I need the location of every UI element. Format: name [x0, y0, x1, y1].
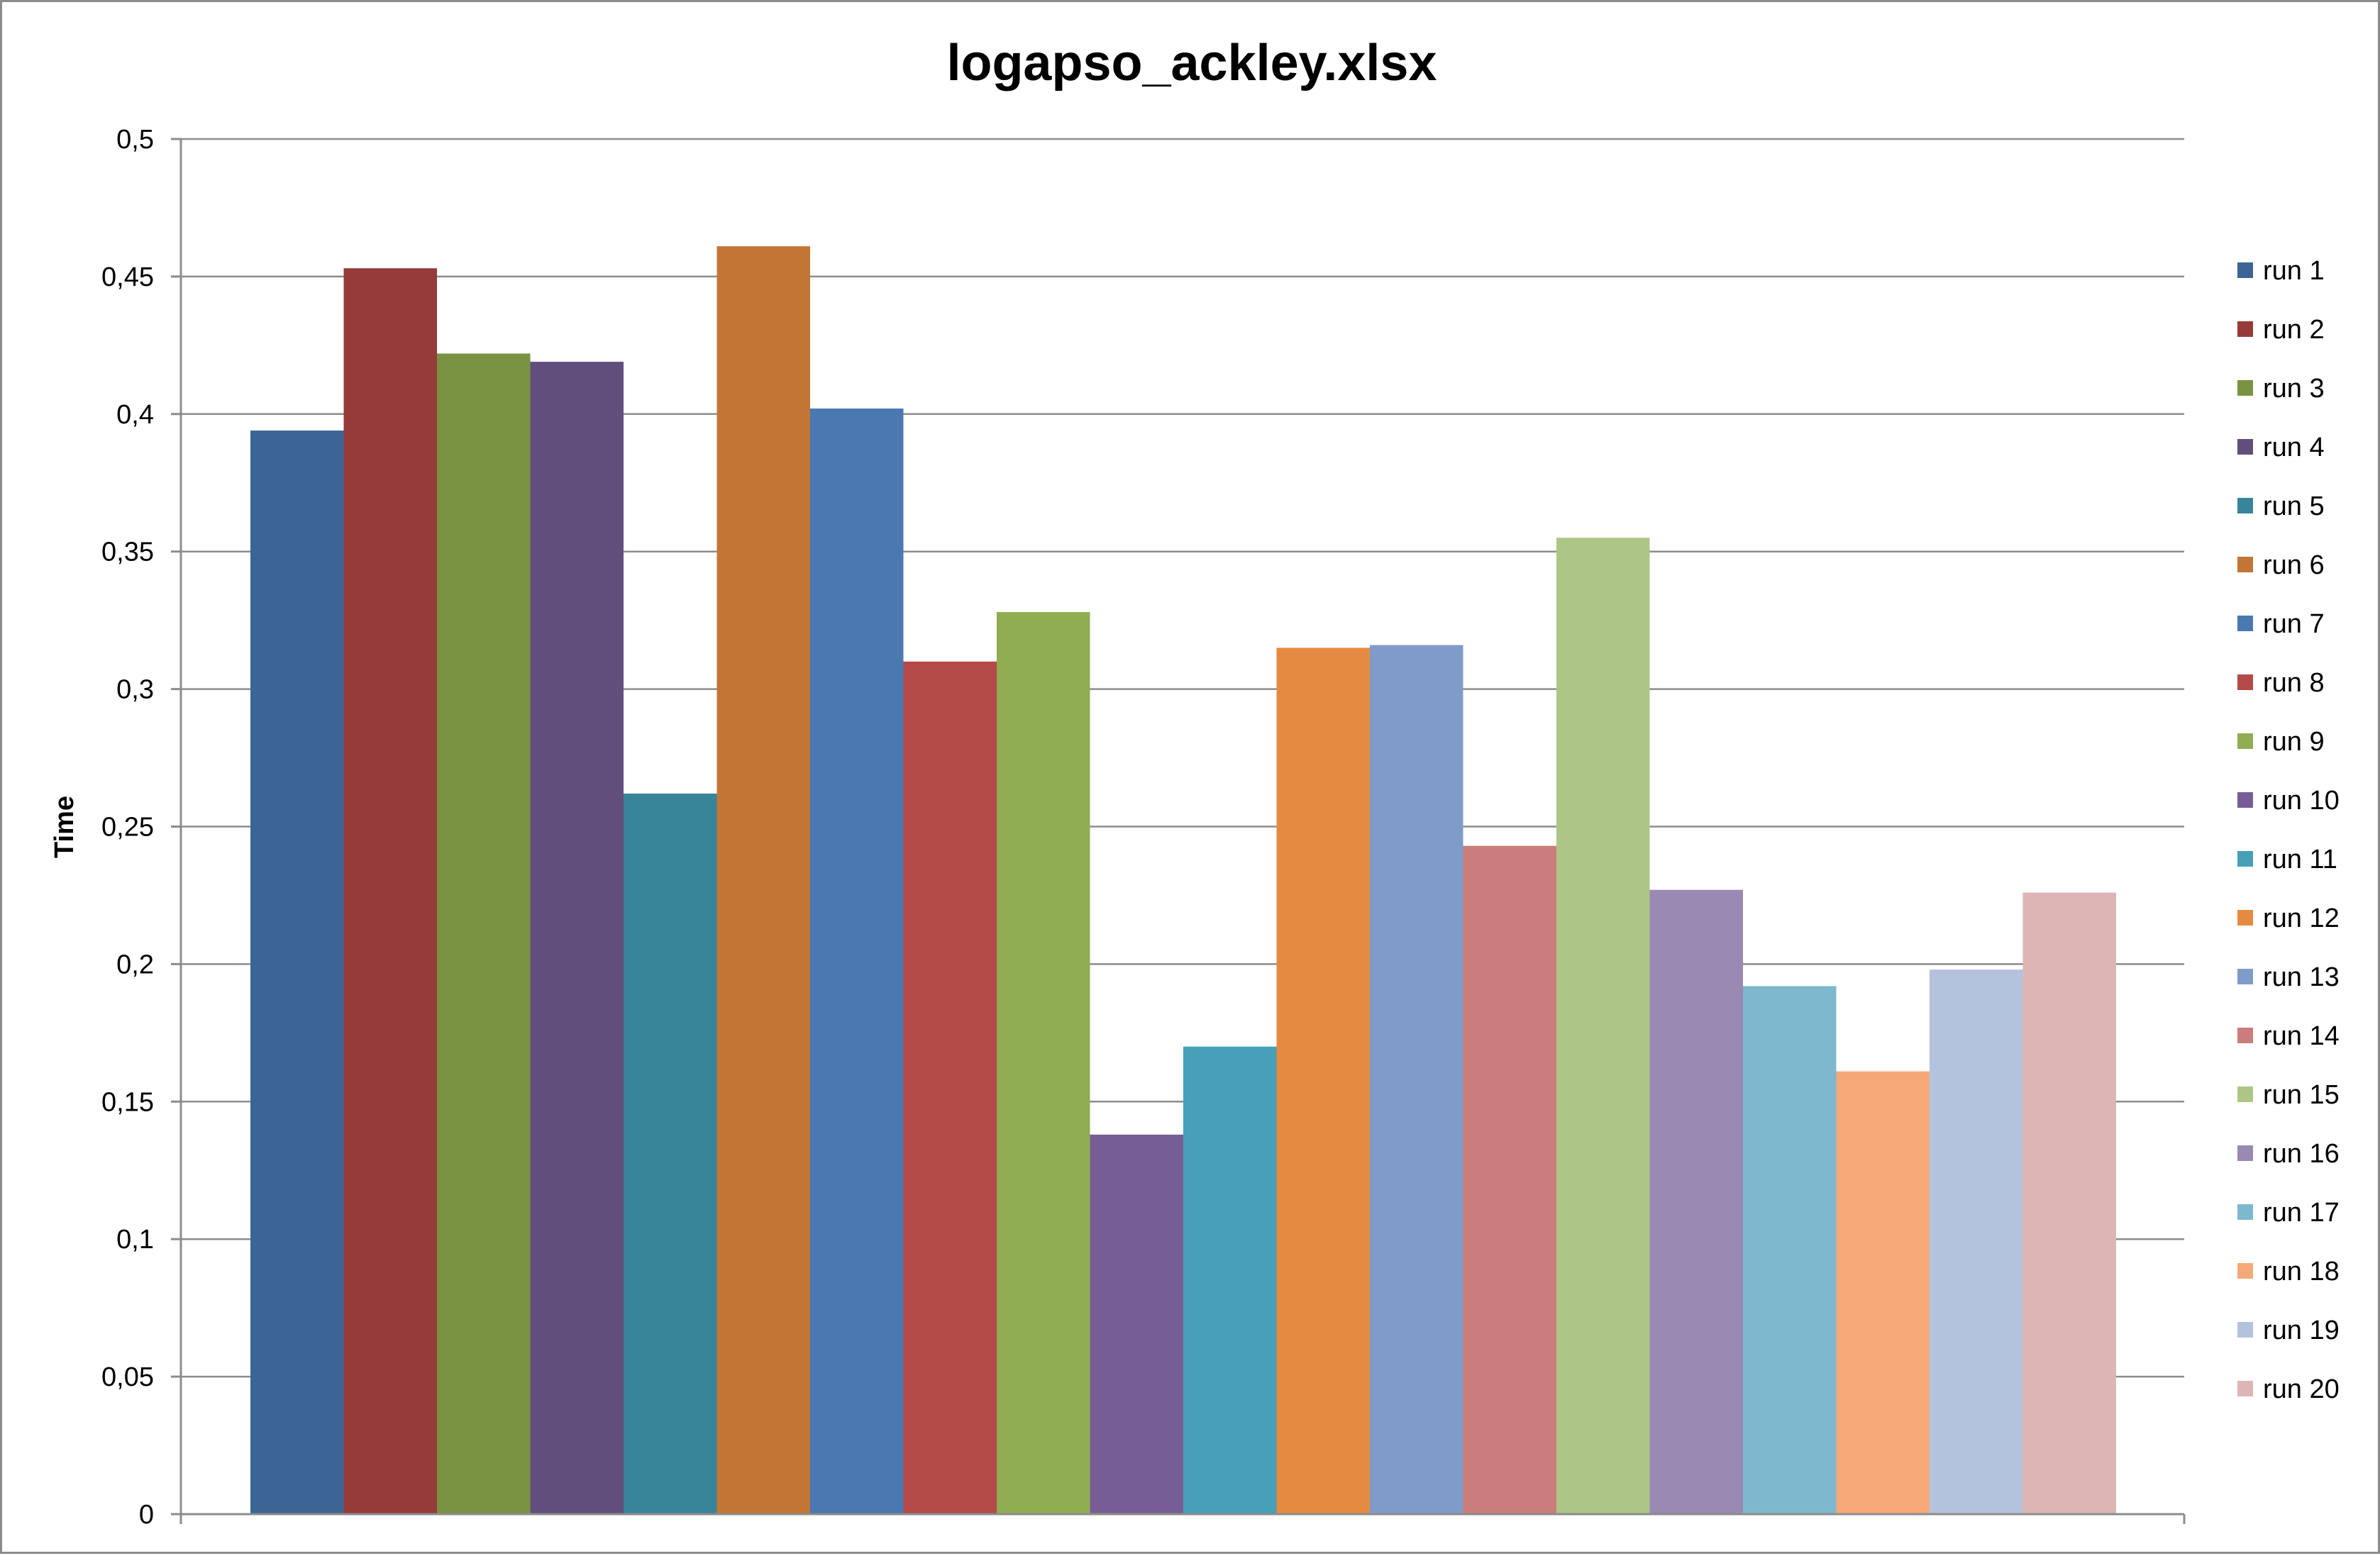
legend-label: run 14: [2263, 1021, 2340, 1051]
legend-label: run 7: [2263, 609, 2325, 639]
legend-swatch: [2237, 851, 2253, 867]
legend-swatch: [2237, 910, 2253, 926]
legend-label: run 4: [2263, 433, 2325, 462]
legend-swatch: [2237, 1145, 2253, 1161]
bar-run-18: [1836, 1071, 1930, 1514]
legend-item-run-5: run 5: [2237, 491, 2325, 521]
legend-item-run-1: run 1: [2237, 256, 2325, 286]
bar-run-20: [2022, 892, 2116, 1514]
legend-label: run 17: [2263, 1198, 2340, 1228]
legend-item-run-3: run 3: [2237, 374, 2325, 404]
legend-swatch: [2237, 1322, 2253, 1338]
legend-swatch: [2237, 498, 2253, 513]
bar-run-2: [343, 268, 437, 1514]
legend-swatch: [2237, 1087, 2253, 1102]
bar-run-6: [716, 246, 810, 1515]
legend-label: run 1: [2263, 256, 2325, 286]
legend-swatch: [2237, 1204, 2253, 1220]
legend-swatch: [2237, 1381, 2253, 1396]
legend-swatch: [2237, 321, 2253, 337]
y-tick-label: 0,05: [101, 1362, 154, 1392]
legend-item-run-10: run 10: [2237, 786, 2340, 816]
legend-item-run-16: run 16: [2237, 1139, 2340, 1169]
bar-run-16: [1649, 889, 1743, 1514]
bar-run-4: [530, 362, 624, 1514]
legend-label: run 16: [2263, 1139, 2340, 1169]
legend-item-run-13: run 13: [2237, 962, 2340, 992]
y-tick-label: 0,2: [116, 950, 154, 979]
legend-label: run 6: [2263, 550, 2325, 580]
legend-item-run-4: run 4: [2237, 433, 2325, 462]
legend-label: run 18: [2263, 1257, 2340, 1287]
chart-title: logapso_ackley.xlsx: [946, 35, 1437, 91]
bar-run-1: [250, 430, 344, 1514]
y-tick-label: 0,5: [116, 125, 154, 155]
bar-run-10: [1090, 1134, 1183, 1514]
legend-swatch: [2237, 262, 2253, 278]
bar-run-19: [1930, 969, 2023, 1514]
bar-run-17: [1743, 986, 1837, 1514]
legend-label: run 8: [2263, 668, 2325, 698]
legend-swatch: [2237, 380, 2253, 396]
bars: [250, 246, 2116, 1515]
y-axis-ticks: 0 0,05 0,1 0,15 0,2 0,25 0,3 0,35 0,4 0,45 0,5: [101, 125, 181, 1530]
bar-run-13: [1370, 645, 1463, 1514]
bar-run-7: [810, 409, 904, 1515]
y-tick-label: 0,1: [116, 1225, 154, 1255]
legend-item-run-6: run 6: [2237, 550, 2325, 580]
legend-item-run-12: run 12: [2237, 904, 2340, 933]
legend-item-run-9: run 9: [2237, 727, 2325, 757]
legend-item-run-2: run 2: [2237, 315, 2325, 345]
bar-run-5: [624, 793, 717, 1514]
legend-label: run 11: [2263, 845, 2337, 874]
legend-swatch: [2237, 616, 2253, 631]
legend-label: run 12: [2263, 904, 2340, 933]
legend-label: run 9: [2263, 727, 2325, 757]
y-tick-label: 0,3: [116, 675, 154, 705]
legend-label: run 20: [2263, 1374, 2340, 1404]
legend: run 1 run 2 run 3 run 4 run 5 run 6 run 7 run 8…: [2237, 256, 2340, 1404]
legend-label: run 2: [2263, 315, 2325, 345]
y-axis-label: Time: [50, 796, 79, 858]
legend-label: run 5: [2263, 491, 2325, 521]
bar-run-3: [437, 353, 531, 1514]
legend-item-run-11: run 11: [2237, 845, 2337, 874]
axes: [179, 139, 2186, 1524]
legend-label: run 19: [2263, 1316, 2340, 1345]
bar-run-14: [1463, 845, 1556, 1514]
legend-swatch: [2237, 1028, 2253, 1043]
legend-swatch: [2237, 1263, 2253, 1279]
legend-swatch: [2237, 733, 2253, 749]
legend-item-run-19: run 19: [2237, 1316, 2340, 1345]
bar-run-11: [1183, 1046, 1277, 1514]
legend-item-run-8: run 8: [2237, 668, 2325, 698]
y-tick-label: 0,25: [101, 813, 154, 843]
legend-swatch: [2237, 439, 2253, 455]
y-tick-label: 0,4: [116, 400, 154, 430]
bar-run-9: [997, 612, 1090, 1514]
y-tick-label: 0,15: [101, 1087, 154, 1117]
legend-item-run-18: run 18: [2237, 1257, 2340, 1287]
legend-item-run-15: run 15: [2237, 1080, 2340, 1110]
legend-label: run 13: [2263, 962, 2340, 992]
y-tick-label: 0,35: [101, 538, 154, 567]
y-tick-label: 0,45: [101, 262, 154, 292]
legend-label: run 10: [2263, 786, 2340, 816]
legend-swatch: [2237, 792, 2253, 808]
legend-label: run 15: [2263, 1080, 2340, 1110]
legend-item-run-20: run 20: [2237, 1374, 2340, 1404]
bar-run-15: [1556, 538, 1650, 1514]
bar-run-8: [903, 661, 997, 1514]
legend-item-run-14: run 14: [2237, 1021, 2340, 1051]
bar-run-12: [1276, 648, 1370, 1515]
y-tick-label: 0: [139, 1500, 154, 1530]
legend-label: run 3: [2263, 374, 2325, 404]
legend-item-run-17: run 17: [2237, 1198, 2340, 1228]
legend-swatch: [2237, 969, 2253, 984]
legend-swatch: [2237, 674, 2253, 690]
legend-swatch: [2237, 557, 2253, 572]
legend-item-run-7: run 7: [2237, 609, 2325, 639]
